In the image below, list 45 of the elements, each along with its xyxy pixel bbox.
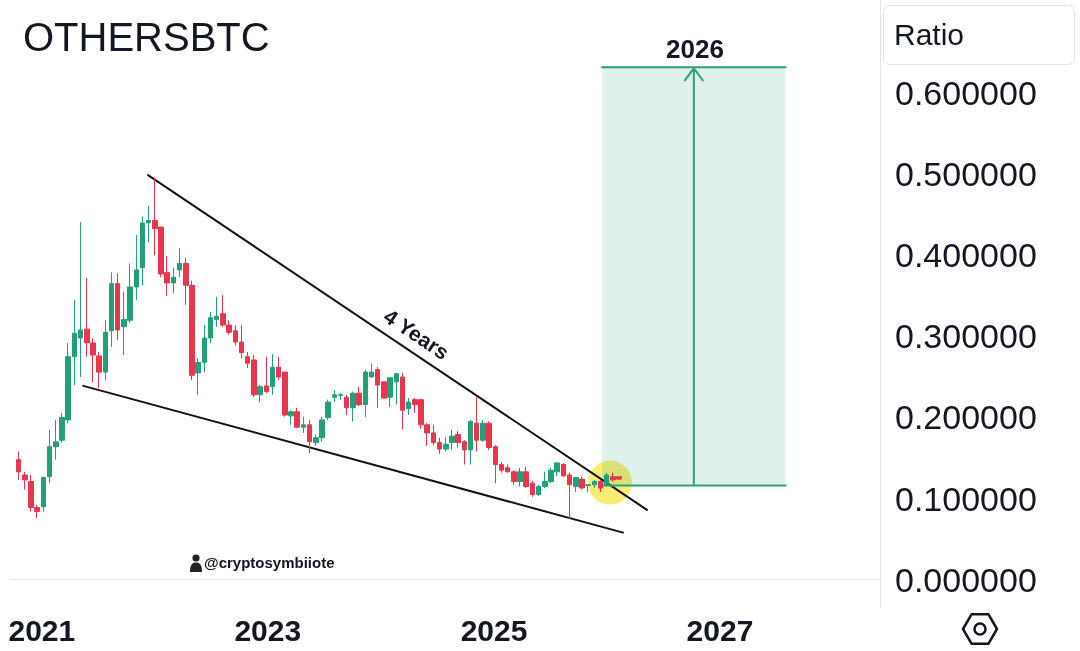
x-tick-label: 2027 [686, 613, 754, 647]
candlestick [270, 353, 275, 396]
candlestick [400, 372, 405, 431]
candlestick [294, 407, 300, 429]
candlestick [103, 319, 108, 381]
annotation: @cryptosymbiiote [204, 554, 335, 571]
candlestick [307, 419, 312, 454]
y-tick-label: 0.100000 [895, 479, 1037, 518]
y-tick-label: 0.600000 [895, 74, 1037, 113]
y-tick-label: 0.400000 [895, 236, 1037, 275]
candlestick [406, 397, 411, 416]
candlestick [22, 471, 28, 491]
candlestick [449, 429, 455, 451]
x-tick-label: 2021 [8, 613, 76, 647]
y-tick-label: 0.500000 [895, 155, 1037, 194]
candlestick [468, 419, 473, 466]
candlestick [41, 476, 46, 513]
candlestick [109, 271, 114, 348]
y-axis-title: Ratio [894, 18, 965, 52]
chart-title: OTHERSBTC [23, 15, 270, 59]
candlestick [443, 436, 449, 453]
candlestick [350, 391, 356, 423]
y-tick-label: 0.200000 [895, 398, 1037, 437]
y-tick-label: 0.000000 [895, 560, 1037, 599]
candlestick [171, 267, 176, 294]
y-tick-label: 0.300000 [895, 317, 1037, 356]
candlestick [325, 399, 331, 421]
candlestick [264, 356, 269, 394]
candlestick [16, 451, 21, 481]
candlestick [115, 272, 120, 341]
candlestick [177, 247, 182, 278]
candlestick [288, 409, 294, 426]
candlestick [579, 476, 585, 491]
candlestick [344, 394, 349, 416]
candlestick [257, 384, 263, 403]
candlestick [517, 467, 523, 487]
candlestick [474, 396, 479, 453]
annotation: 2026 [666, 34, 724, 65]
candlestick [598, 479, 603, 493]
candlestick [301, 416, 306, 434]
candlestick [480, 419, 486, 443]
candlestick [356, 386, 362, 407]
x-tick-label: 2023 [234, 613, 302, 647]
x-tick-label: 2025 [460, 613, 528, 647]
candlestick [573, 476, 579, 493]
